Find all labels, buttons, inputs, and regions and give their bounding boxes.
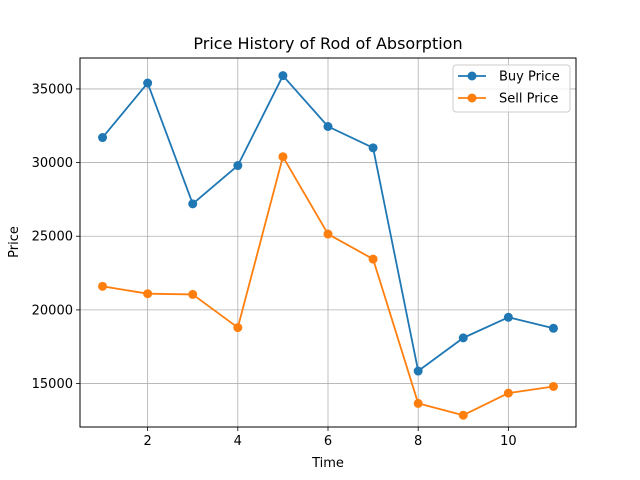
data-point [143, 78, 153, 88]
data-point [323, 229, 333, 239]
data-point [278, 71, 288, 81]
data-point [188, 289, 198, 299]
x-tick-label: 2 [143, 434, 151, 449]
data-point [368, 254, 378, 264]
x-tick-label: 10 [500, 434, 517, 449]
legend-swatch-marker [467, 93, 477, 103]
data-point [233, 161, 243, 171]
series-1 [98, 152, 558, 420]
x-tick-label: 8 [414, 434, 422, 449]
data-point [98, 133, 108, 143]
legend-label: Sell Price [499, 92, 558, 107]
chart-title: Price History of Rod of Absorption [193, 34, 462, 53]
data-point [458, 333, 468, 343]
data-point [188, 199, 198, 209]
y-tick-label: 25000 [32, 230, 73, 245]
series-0 [98, 71, 558, 376]
data-point [458, 410, 468, 420]
data-point [548, 323, 558, 333]
legend-item: Buy Price [458, 70, 560, 85]
data-point [323, 121, 333, 131]
data-point [548, 381, 558, 391]
y-tick-label: 30000 [32, 156, 73, 171]
x-axis-label: Time [311, 456, 344, 471]
axis-ticks: 2 4 6 8 10 15000 20000 25000 30000 35000 [32, 82, 517, 449]
x-tick-label: 6 [324, 434, 332, 449]
legend: Buy Price Sell Price [452, 64, 571, 113]
data-point [233, 323, 243, 333]
data-point [98, 281, 108, 291]
series-lines [98, 71, 558, 420]
legend-item: Sell Price [458, 92, 558, 107]
x-tick-label: 4 [234, 434, 242, 449]
y-tick-label: 35000 [32, 82, 73, 97]
legend-swatch-marker [467, 71, 477, 81]
data-point [503, 388, 513, 398]
data-point [368, 143, 378, 153]
legend-label: Buy Price [499, 70, 560, 85]
y-tick-label: 15000 [32, 377, 73, 392]
y-tick-label: 20000 [32, 303, 73, 318]
data-point [413, 398, 423, 408]
data-point [413, 366, 423, 376]
y-axis-label: Price [7, 226, 22, 258]
data-point [278, 152, 288, 162]
data-point [503, 312, 513, 322]
data-point [143, 289, 153, 299]
